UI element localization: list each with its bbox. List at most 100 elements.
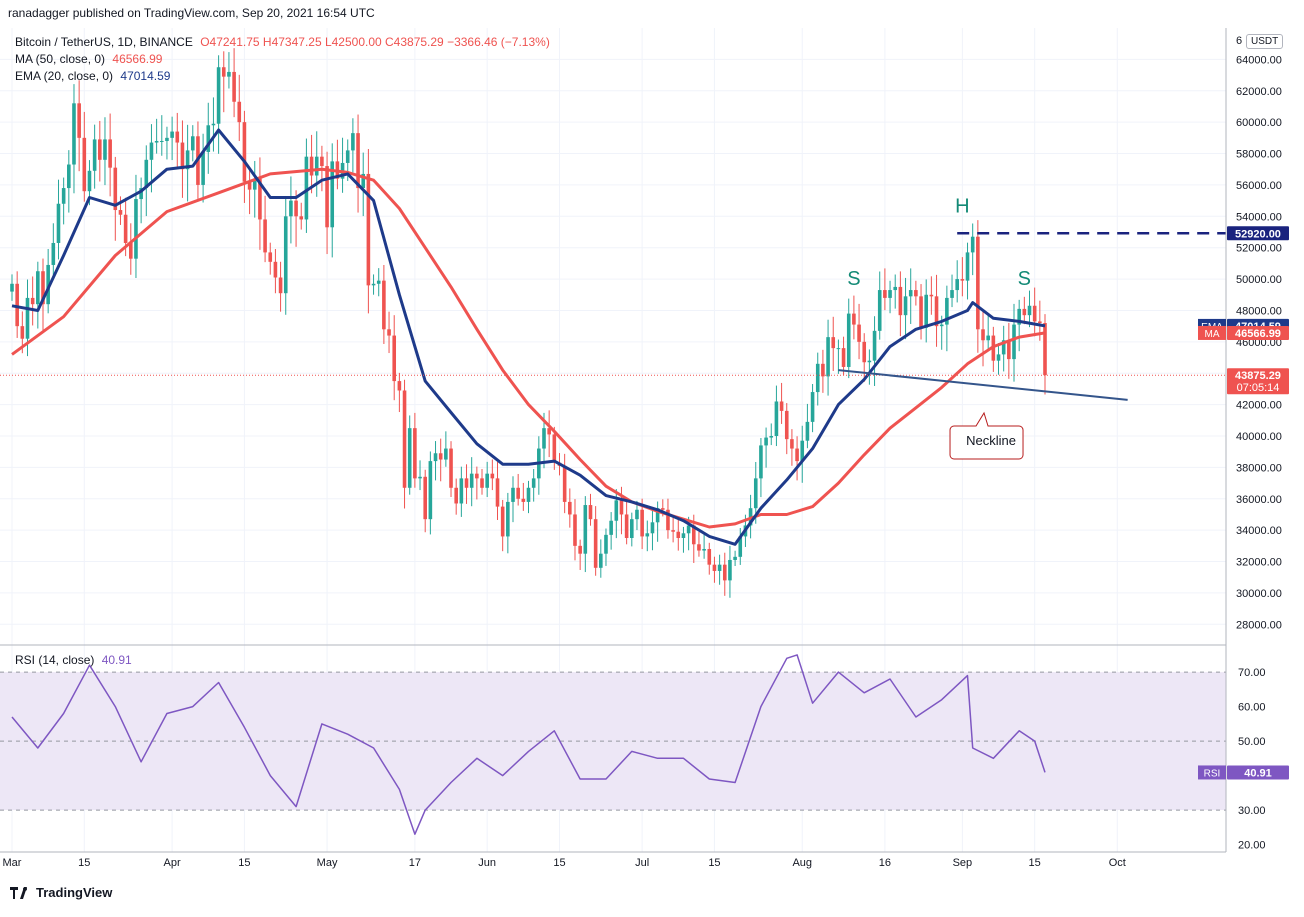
ma-label[interactable]: MA (50, close, 0): [15, 52, 106, 66]
candle-body: [521, 498, 526, 502]
candle-body: [883, 290, 887, 298]
rsi-tick-label: 20.00: [1238, 840, 1266, 852]
neckline-callout-box: [949, 411, 1024, 460]
ma-name-tag-box: [1198, 325, 1226, 340]
publisher-header: ranadagger published on TradingView.com,…: [8, 6, 375, 20]
price-tick-label: 30000.00: [1236, 588, 1282, 600]
candle-body: [542, 428, 546, 449]
price-tick-label: 62000.00: [1236, 86, 1282, 98]
ema-label[interactable]: EMA (20, close, 0): [15, 69, 114, 83]
candle-body: [1001, 340, 1006, 355]
candle-body: [351, 133, 355, 151]
candle-body: [1027, 305, 1032, 316]
candle-body: [490, 473, 495, 479]
candle-body: [671, 530, 675, 532]
tradingview-footer[interactable]: TradingView: [10, 885, 112, 900]
candle-body: [67, 164, 71, 189]
candle-body: [738, 536, 743, 557]
candle-body: [1032, 305, 1037, 322]
candle-body: [314, 156, 319, 176]
ohlc-values: O47241.75 H47347.25 L42500.00 C43875.29 …: [200, 35, 550, 49]
candle-body: [206, 125, 211, 152]
right-shoulder-label: S: [1018, 268, 1031, 290]
rsi-tick-label: 30.00: [1238, 805, 1266, 817]
candle-body: [965, 252, 970, 281]
candle-body: [87, 170, 92, 192]
candle-body: [1038, 321, 1042, 324]
price-tick-label: 38000.00: [1236, 462, 1282, 474]
candle-body: [831, 337, 836, 349]
candle-body: [619, 500, 624, 515]
candle-body: [289, 200, 293, 217]
ma-legend: MA (50, close, 0) 46566.99: [15, 52, 162, 66]
candle-body: [1012, 324, 1016, 360]
time-tick-label: Apr: [164, 857, 181, 869]
candle-body: [382, 280, 386, 330]
time-tick-label: Jun: [478, 857, 496, 869]
candle-body: [320, 156, 324, 167]
candle-body: [15, 283, 19, 327]
candle-body: [945, 297, 949, 325]
badges-layer: 52920.0047014.5946566.9943875.2907:05:14…: [1198, 226, 1289, 780]
price-tick-label: 32000.00: [1236, 557, 1282, 569]
ma-price-badge-box: [1227, 325, 1289, 340]
candle-body: [345, 150, 350, 163]
time-tick-label: Sep: [953, 857, 973, 869]
candle-body: [278, 277, 283, 294]
symbol-title[interactable]: Bitcoin / TetherUS, 1D, BINANCE: [15, 35, 193, 49]
candle-body: [139, 188, 143, 200]
candle-body: [764, 437, 768, 446]
candle-body: [397, 381, 402, 391]
candle-body: [676, 531, 681, 538]
candle-body: [645, 533, 650, 537]
candle-body: [826, 337, 830, 377]
rsi-band-layer: [0, 671, 1226, 811]
price-tick-label: 50000.00: [1236, 274, 1282, 286]
price-tick-label: 64000.00: [1236, 54, 1282, 66]
candle-body: [1017, 308, 1021, 325]
candle-body: [304, 156, 309, 220]
candle-body: [888, 290, 892, 298]
candle-body: [784, 410, 789, 440]
time-tick-label: 15: [708, 857, 720, 869]
candle-body: [511, 487, 515, 502]
left-shoulder-label: S: [847, 268, 860, 290]
currency-badge[interactable]: USDT: [1246, 34, 1284, 49]
rsi-label[interactable]: RSI (14, close): [15, 653, 95, 667]
candle-body: [56, 203, 61, 243]
candle-body: [237, 101, 242, 123]
candle-body: [929, 294, 934, 297]
candle-body: [258, 178, 262, 220]
time-tick-label: Oct: [1109, 857, 1126, 869]
candle-body: [950, 290, 954, 298]
candle-body: [908, 290, 913, 297]
candle-body: [893, 286, 898, 291]
ema20-line: [11, 128, 1046, 546]
candle-body: [810, 392, 815, 422]
candle-body: [361, 173, 366, 189]
candle-body: [800, 440, 805, 462]
time-tick-label: 15: [78, 857, 90, 869]
candle-body: [475, 473, 479, 479]
candle-body: [1007, 340, 1011, 360]
candle-body: [552, 434, 557, 463]
candle-body: [144, 159, 149, 189]
ma-price-badge-text: 46566.99: [1235, 328, 1281, 340]
rsi-name-tag-box: [1198, 765, 1226, 780]
rsi-value: 40.91: [101, 653, 132, 667]
candle-body: [660, 508, 665, 510]
price-tick-label: 56000.00: [1236, 180, 1282, 192]
time-tick-label: 15: [1029, 857, 1041, 869]
price-tick-label-partial: 6: [1236, 35, 1242, 47]
resistance-price-badge-text: 52920.00: [1235, 228, 1281, 240]
candle-body: [423, 476, 427, 520]
candle-body: [697, 544, 701, 551]
candle-body: [495, 478, 500, 507]
neckline: [838, 369, 1128, 401]
candle-body: [702, 548, 706, 551]
candle-body: [681, 533, 686, 538]
candle-body: [82, 137, 87, 192]
candle-body: [526, 487, 531, 502]
candle-body: [707, 548, 712, 565]
